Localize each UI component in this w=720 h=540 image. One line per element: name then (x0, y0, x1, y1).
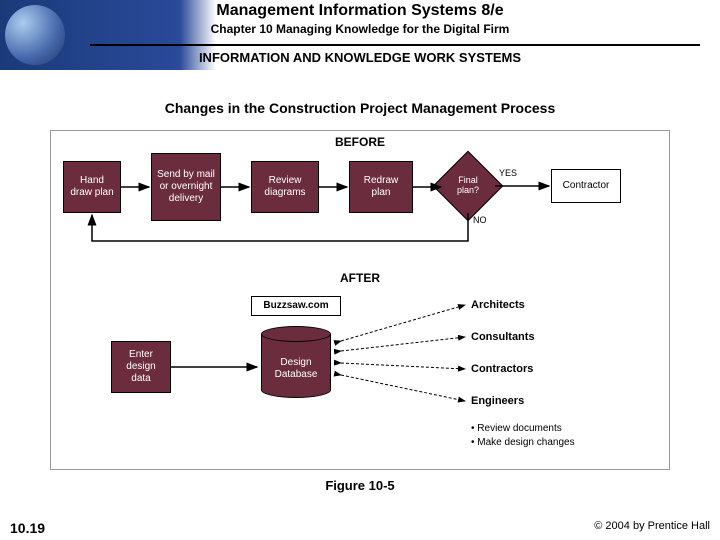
decision-final-plan: Final plan? (443, 161, 493, 211)
role-contractors: Contractors (471, 363, 533, 375)
header-text: Management Information Systems 8/e Chapt… (0, 0, 720, 36)
header-rule (90, 44, 700, 46)
role-architects: Architects (471, 299, 525, 311)
box-redraw: Redraw plan (349, 161, 413, 213)
after-label: AFTER (340, 271, 380, 285)
role-consultants: Consultants (471, 331, 535, 343)
bullet-review: • Review documents (471, 423, 562, 434)
box-contractor: Contractor (551, 169, 621, 203)
slide-number: 10.19 (10, 520, 45, 536)
buzzsaw-label: Buzzsaw.com (251, 296, 341, 316)
book-title: Management Information Systems 8/e (0, 2, 720, 20)
bullet-changes: • Make design changes (471, 437, 575, 448)
role-engineers: Engineers (471, 395, 524, 407)
page-subtitle: Changes in the Construction Project Mana… (0, 100, 720, 116)
section-title: INFORMATION AND KNOWLEDGE WORK SYSTEMS (0, 50, 720, 65)
copyright: © 2004 by Prentice Hall (594, 520, 710, 532)
no-label: NO (473, 215, 487, 225)
box-send-mail: Send by mail or overnight delivery (151, 153, 221, 221)
process-diagram: BEFORE Hand draw plan Send by mail or ov… (50, 130, 670, 470)
chapter-title: Chapter 10 Managing Knowledge for the Di… (0, 22, 720, 36)
before-label: BEFORE (335, 135, 385, 149)
decision-text: Final plan? (456, 176, 481, 196)
header-banner: Management Information Systems 8/e Chapt… (0, 0, 720, 70)
design-database: Design Database (261, 326, 331, 398)
db-label: Design Database (262, 351, 330, 381)
yes-label: YES (499, 168, 517, 178)
box-enter-data: Enter design data (111, 341, 171, 393)
box-review: Review diagrams (251, 161, 319, 213)
figure-label: Figure 10-5 (0, 478, 720, 493)
box-hand-draw: Hand draw plan (63, 161, 121, 213)
